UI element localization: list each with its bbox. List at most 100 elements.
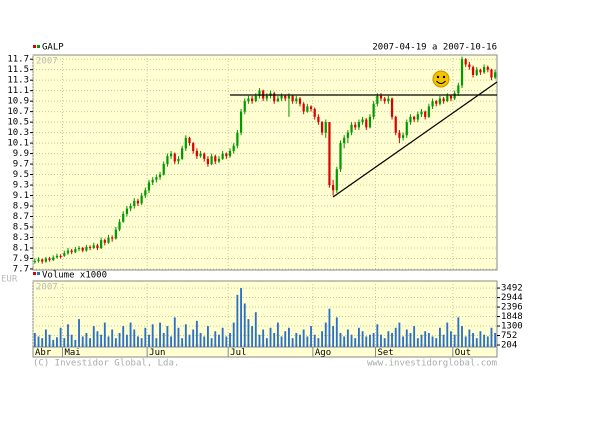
- candle-body: [383, 98, 386, 102]
- volume-bar: [288, 327, 290, 347]
- candle-body: [247, 98, 250, 102]
- volume-bar: [148, 334, 150, 347]
- volume-bar: [413, 326, 416, 347]
- candle-body: [475, 69, 478, 75]
- candle-body: [442, 98, 445, 102]
- volume-bar: [346, 329, 349, 347]
- candle-body: [37, 259, 40, 262]
- candle-body: [225, 153, 228, 157]
- candle-body: [232, 145, 235, 151]
- candle-body: [309, 106, 313, 110]
- candle-body: [48, 258, 51, 261]
- candle-body: [379, 95, 383, 99]
- trend-line: [332, 81, 498, 198]
- y-tick-label: 10.9: [7, 97, 29, 107]
- y-tick-label: 752: [501, 331, 517, 341]
- candle-body: [372, 103, 375, 117]
- volume-bar: [427, 332, 430, 347]
- candle-body: [313, 109, 316, 117]
- candle-body: [181, 148, 184, 159]
- y-tick-label: 8.5: [13, 223, 29, 233]
- candle-body: [144, 190, 147, 196]
- candle-body: [306, 106, 309, 112]
- candle-body: [243, 101, 246, 112]
- candle-body: [59, 255, 62, 257]
- volume-bar: [383, 338, 386, 347]
- volume-bar: [302, 329, 305, 347]
- y-tick-label: 10.7: [7, 107, 29, 117]
- candle-body: [464, 59, 467, 65]
- volume-bar: [52, 339, 55, 347]
- candle-body: [431, 101, 434, 107]
- candle-body: [258, 90, 261, 96]
- volume-bar: [107, 336, 110, 347]
- candle-body: [453, 93, 456, 99]
- candle-body: [394, 116, 397, 133]
- candle-body: [107, 237, 110, 243]
- candle-body: [44, 258, 47, 262]
- volume-bar: [420, 334, 423, 347]
- candle-body: [251, 98, 254, 102]
- smiley: [432, 70, 450, 88]
- volume-bar: [100, 334, 103, 347]
- candle-body: [118, 221, 121, 230]
- candle-body: [490, 69, 493, 78]
- volume-bar: [70, 334, 73, 347]
- volume-bar: [44, 329, 47, 347]
- volume-bar: [155, 338, 158, 347]
- candle-body: [361, 119, 364, 123]
- legend-swatch: [33, 272, 36, 275]
- x-tick-label: Jul: [230, 348, 246, 358]
- candle-body: [192, 143, 195, 151]
- volume-bar: [394, 327, 397, 347]
- date-range: 2007-04-19 a 2007-10-16: [372, 43, 497, 53]
- y-tick-label: 1848: [501, 312, 523, 322]
- candle-body: [332, 185, 335, 191]
- candle-body: [416, 114, 419, 120]
- volume-bar: [324, 322, 327, 347]
- candle-body: [217, 158, 221, 162]
- candle-body: [199, 153, 202, 157]
- candle-body: [92, 245, 95, 248]
- volume-bar: [232, 322, 235, 347]
- volume-bar: [162, 332, 165, 347]
- candle-body: [280, 95, 283, 99]
- volume-bar: [63, 338, 66, 347]
- volume-bar: [67, 324, 69, 347]
- volume-bar: [306, 336, 309, 347]
- candle-body: [350, 124, 353, 133]
- marks: 11.711.511.311.110.910.710.510.310.19.99…: [7, 55, 522, 358]
- volume-bar: [111, 329, 114, 347]
- candle-body: [460, 59, 464, 86]
- candle-body: [357, 122, 361, 128]
- candle-body: [346, 132, 349, 138]
- candle-body: [158, 174, 162, 178]
- volume-bar: [472, 332, 474, 347]
- volume-bar: [203, 336, 206, 347]
- y-tick-label: 8.7: [13, 212, 29, 222]
- y-tick-label: 9.9: [13, 149, 29, 159]
- y-tick-label: 2944: [501, 293, 523, 303]
- volume-bar: [74, 339, 77, 347]
- y-tick-label: 11.1: [7, 86, 29, 96]
- candle-body: [210, 156, 213, 165]
- volume-bar: [195, 320, 198, 347]
- candle-body: [77, 247, 81, 250]
- volume-bar: [207, 326, 209, 347]
- candle-body: [446, 95, 449, 102]
- volume-bar: [133, 329, 136, 347]
- volume-bar: [313, 334, 316, 347]
- candle-body: [265, 95, 268, 99]
- candle-body: [409, 116, 412, 123]
- volume-bar: [122, 326, 125, 347]
- candle-body: [136, 200, 140, 204]
- volume-bar: [332, 326, 335, 347]
- y-tick-label: 3492: [501, 284, 523, 294]
- y-tick-label: 2396: [501, 303, 523, 313]
- volume-bar: [457, 317, 460, 347]
- candle-body: [483, 67, 486, 73]
- candle-body: [162, 164, 165, 175]
- y-tick-label: 9.7: [13, 160, 29, 170]
- candle-body: [96, 245, 99, 248]
- volume-bar: [446, 322, 449, 347]
